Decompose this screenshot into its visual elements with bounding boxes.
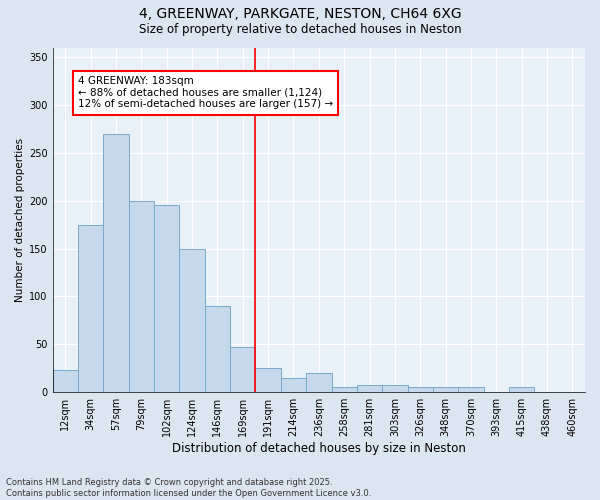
Bar xyxy=(129,200,154,392)
Text: 4, GREENWAY, PARKGATE, NESTON, CH64 6XG: 4, GREENWAY, PARKGATE, NESTON, CH64 6XG xyxy=(139,8,461,22)
Bar xyxy=(205,306,230,392)
Bar xyxy=(458,388,484,392)
Text: 4 GREENWAY: 183sqm
← 88% of detached houses are smaller (1,124)
12% of semi-deta: 4 GREENWAY: 183sqm ← 88% of detached hou… xyxy=(78,76,333,110)
Bar xyxy=(382,384,407,392)
Bar xyxy=(230,347,256,392)
Bar xyxy=(509,388,535,392)
Bar xyxy=(332,388,357,392)
Bar xyxy=(357,384,382,392)
Bar xyxy=(256,368,281,392)
Bar xyxy=(103,134,129,392)
Bar xyxy=(407,388,433,392)
Bar xyxy=(306,373,332,392)
Bar xyxy=(281,378,306,392)
Bar xyxy=(179,248,205,392)
Bar xyxy=(78,224,103,392)
Text: Contains HM Land Registry data © Crown copyright and database right 2025.
Contai: Contains HM Land Registry data © Crown c… xyxy=(6,478,371,498)
Bar xyxy=(53,370,78,392)
Bar xyxy=(433,388,458,392)
X-axis label: Distribution of detached houses by size in Neston: Distribution of detached houses by size … xyxy=(172,442,466,455)
Y-axis label: Number of detached properties: Number of detached properties xyxy=(15,138,25,302)
Text: Size of property relative to detached houses in Neston: Size of property relative to detached ho… xyxy=(139,22,461,36)
Bar xyxy=(154,206,179,392)
